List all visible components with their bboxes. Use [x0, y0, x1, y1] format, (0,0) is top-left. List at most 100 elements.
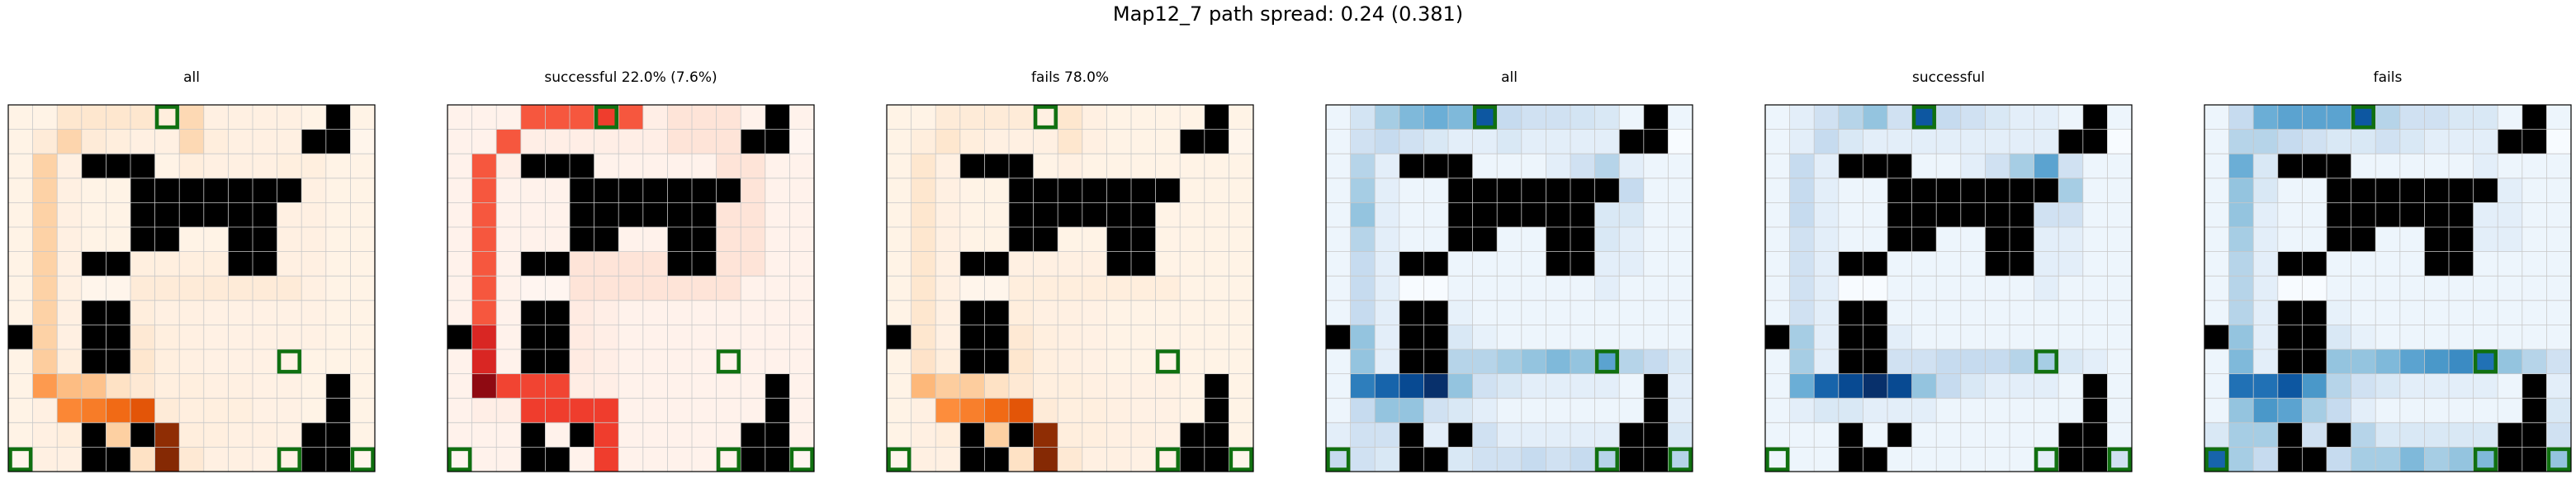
heatmap-cell [1789, 154, 1815, 179]
heatmap-cell [253, 129, 277, 154]
heatmap-cell [496, 105, 522, 130]
target-marker [2107, 447, 2132, 472]
wall-cell [1887, 202, 1912, 228]
heatmap-cell [765, 349, 790, 374]
heatmap-cell [1423, 202, 1449, 228]
heatmap-cell [179, 349, 205, 374]
heatmap-cell [106, 276, 131, 301]
heatmap-cell [1546, 154, 1571, 179]
wall-cell [545, 300, 571, 325]
heatmap-cell [1106, 300, 1132, 325]
panel-title: successful 22.0% (7.6%) [544, 69, 717, 86]
wall-cell [570, 422, 594, 448]
wall-cell [1448, 154, 1473, 179]
heatmap-cell [959, 105, 985, 130]
heatmap-cell [2449, 300, 2474, 325]
heatmap-cell [32, 422, 58, 448]
heatmap-cell [57, 227, 83, 252]
heatmap-cell [130, 373, 155, 399]
heatmap-cell [1521, 398, 1546, 424]
heatmap-cell [447, 154, 472, 179]
wall-cell [642, 202, 668, 228]
heatmap-cell [1058, 129, 1083, 154]
heatmap-cell [1326, 227, 1351, 252]
heatmap-cell [692, 300, 717, 325]
wall-cell [1472, 227, 1498, 252]
heatmap-cell [959, 373, 985, 399]
heatmap-cell [1668, 227, 1693, 252]
wall-cell [2010, 227, 2034, 252]
wall-cell [1033, 227, 1058, 252]
heatmap-cell [1643, 227, 1669, 252]
heatmap-cell [253, 422, 277, 448]
heatmap-cell [2449, 373, 2474, 399]
heatmap-cell [1789, 202, 1815, 228]
heatmap-cell [1180, 251, 1205, 277]
heatmap-cell [1155, 129, 1181, 154]
heatmap-cell [789, 202, 815, 228]
heatmap-cell [130, 129, 155, 154]
heatmap-cell [2546, 276, 2572, 301]
heatmap-cell [203, 129, 229, 154]
heatmap-cell [789, 422, 815, 448]
heatmap-cell [1033, 251, 1058, 277]
heatmap-cell [1375, 251, 1400, 277]
heatmap-cell [911, 325, 936, 350]
target-marker [594, 105, 618, 130]
wall-cell [1619, 129, 1645, 154]
heatmap-cell [667, 276, 693, 301]
heatmap-cell [228, 349, 253, 374]
heatmap-cell [228, 373, 253, 399]
heatmap-cell [1960, 276, 1986, 301]
heatmap-cell [2302, 422, 2327, 448]
heatmap-cell [2351, 447, 2376, 472]
wall-cell [2327, 227, 2351, 252]
heatmap-cell [1936, 325, 1962, 350]
heatmap-cell [1204, 227, 1229, 252]
heatmap-cell [2253, 154, 2279, 179]
heatmap-cell [350, 422, 376, 448]
heatmap-cell [1594, 300, 1620, 325]
wall-cell [765, 373, 790, 399]
heatmap-cell [8, 300, 33, 325]
heatmap-cell [203, 398, 229, 424]
heatmap-cell [1155, 300, 1181, 325]
wall-cell [2498, 422, 2523, 448]
heatmap-cell [2010, 422, 2034, 448]
heatmap-cell [1985, 398, 2010, 424]
heatmap-cell [350, 178, 376, 203]
heatmap-cell [2327, 325, 2351, 350]
wall-cell [2277, 447, 2303, 472]
heatmap-cell [2010, 447, 2034, 472]
heatmap-cell [2399, 251, 2425, 277]
heatmap-cell [2277, 129, 2303, 154]
heatmap-cell [2034, 373, 2059, 399]
wall-cell [325, 447, 351, 472]
heatmap-cell [447, 202, 472, 228]
heatmap-cell [594, 276, 619, 301]
wall-cell [81, 325, 107, 350]
heatmap-cell [2375, 105, 2401, 130]
heatmap-cell [1106, 349, 1132, 374]
heatmap-cell [2107, 129, 2133, 154]
heatmap-cell [471, 178, 497, 203]
heatmap-cell [1033, 154, 1058, 179]
heatmap-cell [1448, 276, 1473, 301]
wall-cell [130, 154, 155, 179]
heatmap-cell [1911, 373, 1937, 399]
heatmap-cell [1058, 300, 1083, 325]
target-marker [2546, 447, 2571, 472]
target-marker [2034, 447, 2058, 472]
heatmap-cell [1814, 373, 1840, 399]
heatmap-cell [32, 373, 58, 399]
heatmap-cell [471, 129, 497, 154]
heatmap-cell [741, 276, 766, 301]
heatmap-cell [2327, 349, 2351, 374]
heatmap-cell [741, 349, 766, 374]
heatmap-cell [1521, 227, 1546, 252]
heatmap-cell [1619, 202, 1645, 228]
heatmap-cell [1204, 349, 1229, 374]
wall-cell [1838, 447, 1863, 472]
heatmap-cell [911, 447, 936, 472]
heatmap-cell [81, 373, 107, 399]
